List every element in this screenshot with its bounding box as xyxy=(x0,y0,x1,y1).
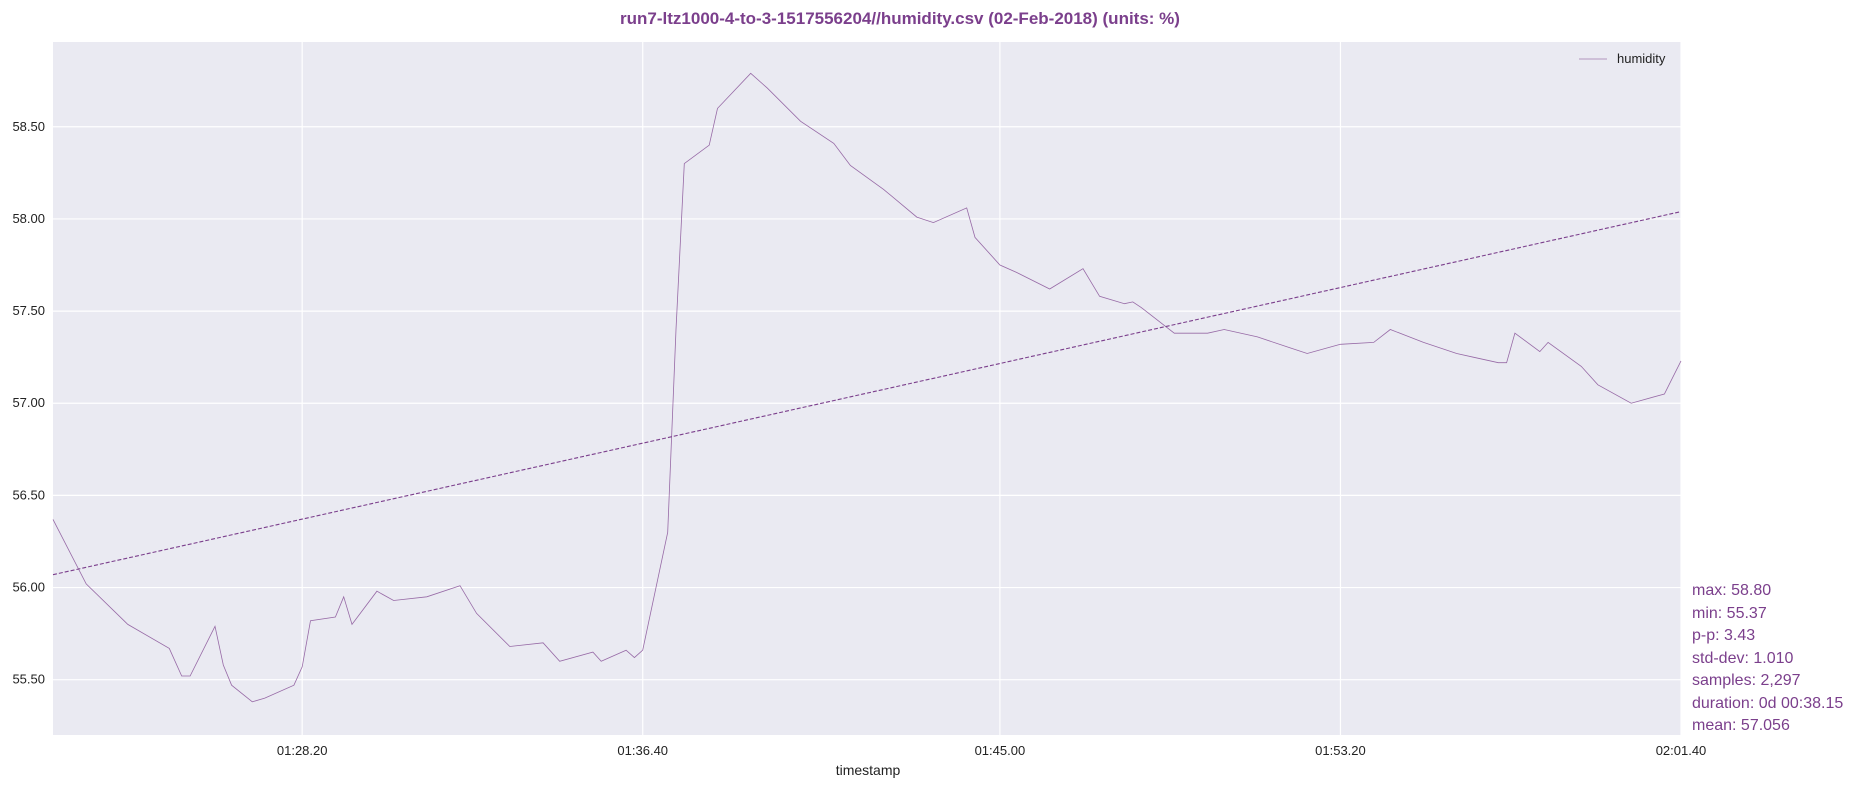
y-tick-label: 58.50 xyxy=(12,119,45,134)
y-tick-label: 58.00 xyxy=(12,211,45,226)
series-layer xyxy=(52,72,1682,703)
y-tick-label: 56.50 xyxy=(12,487,45,502)
x-tick-label: 01:45.00 xyxy=(975,743,1026,758)
legend: humidity xyxy=(1579,51,1666,66)
stat-line: duration: 0d 00:38.15 xyxy=(1692,694,1844,712)
x-tick-label: 01:36.40 xyxy=(617,743,668,758)
grid-lines xyxy=(53,42,1682,735)
y-tick-label: 57.00 xyxy=(12,395,45,410)
stat-line: samples: 2,297 xyxy=(1692,672,1801,689)
x-tick-label: 01:28.20 xyxy=(277,743,328,758)
stat-line: p-p: 3.43 xyxy=(1692,627,1756,644)
y-tick-label: 55.50 xyxy=(12,672,45,687)
stats-panel: max: 58.80 min: 55.37 p-p: 3.43 std-dev: 1.… xyxy=(1692,580,1843,738)
stat-line: std-dev: 1.010 xyxy=(1692,649,1794,667)
y-tick-label: 56.00 xyxy=(12,580,45,595)
x-axis-label: timestamp xyxy=(836,762,901,778)
y-tick-label: 57.50 xyxy=(12,303,45,318)
stat-line: max: 58.80 xyxy=(1692,582,1772,599)
axis-ticks: 55.50 56.00 56.50 57.00 57.50 58.00 58.50 01:28… xyxy=(12,119,1706,758)
chart-title: run7-ltz1000-4-to-3-1517556204//humidity… xyxy=(620,9,1180,28)
series-line-humidity xyxy=(52,72,1682,703)
trend-line xyxy=(52,211,1682,576)
plot-area xyxy=(53,42,1681,735)
legend-label: humidity xyxy=(1617,51,1666,66)
x-tick-label: 01:53.20 xyxy=(1315,743,1366,758)
x-tick-label: 02:01.40 xyxy=(1656,743,1707,758)
stat-line: mean: 57.056 xyxy=(1692,717,1790,734)
stat-line: min: 55.37 xyxy=(1692,604,1767,622)
